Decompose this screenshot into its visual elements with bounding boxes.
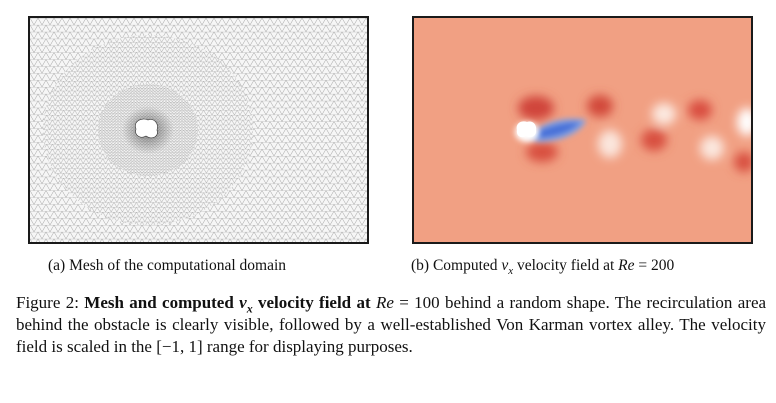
caption-label: Figure 2: bbox=[16, 293, 79, 312]
subcaption-b-reynolds: Re bbox=[618, 257, 635, 274]
obstacle-shape bbox=[135, 118, 158, 139]
subcaption-b-value: = 200 bbox=[638, 257, 675, 274]
caption-title: Mesh and computed vx velocity field at bbox=[84, 293, 371, 316]
subcaption-b-middle: velocity field at bbox=[517, 257, 615, 274]
subcaption-a: (a) Mesh of the computational domain bbox=[48, 257, 287, 274]
recirculation-wake bbox=[526, 118, 586, 142]
subcaption-b-variable: vx bbox=[501, 257, 514, 278]
velocity-field-plot bbox=[414, 18, 751, 242]
obstacle-shape bbox=[516, 121, 537, 138]
caption-reynolds: Re bbox=[375, 293, 394, 312]
mesh-figure-panel bbox=[28, 16, 369, 244]
subcaption-b-prefix: (b) Computed bbox=[411, 257, 498, 274]
mesh-plot bbox=[30, 18, 367, 242]
figure-caption: Figure 2: Mesh and computed vx velocity … bbox=[16, 292, 766, 358]
subcaption-b: (b) Computed vx velocity field at Re = 2… bbox=[411, 257, 675, 278]
caption-range: [−1, 1] bbox=[156, 337, 203, 356]
caption-body: behind a random shape. The recirculation… bbox=[16, 293, 767, 356]
velocity-field-panel bbox=[412, 16, 753, 244]
vortex-street bbox=[518, 95, 751, 172]
caption-reynolds-value: = 100 bbox=[399, 293, 440, 312]
caption-tail: range for displaying purposes. bbox=[206, 337, 413, 356]
